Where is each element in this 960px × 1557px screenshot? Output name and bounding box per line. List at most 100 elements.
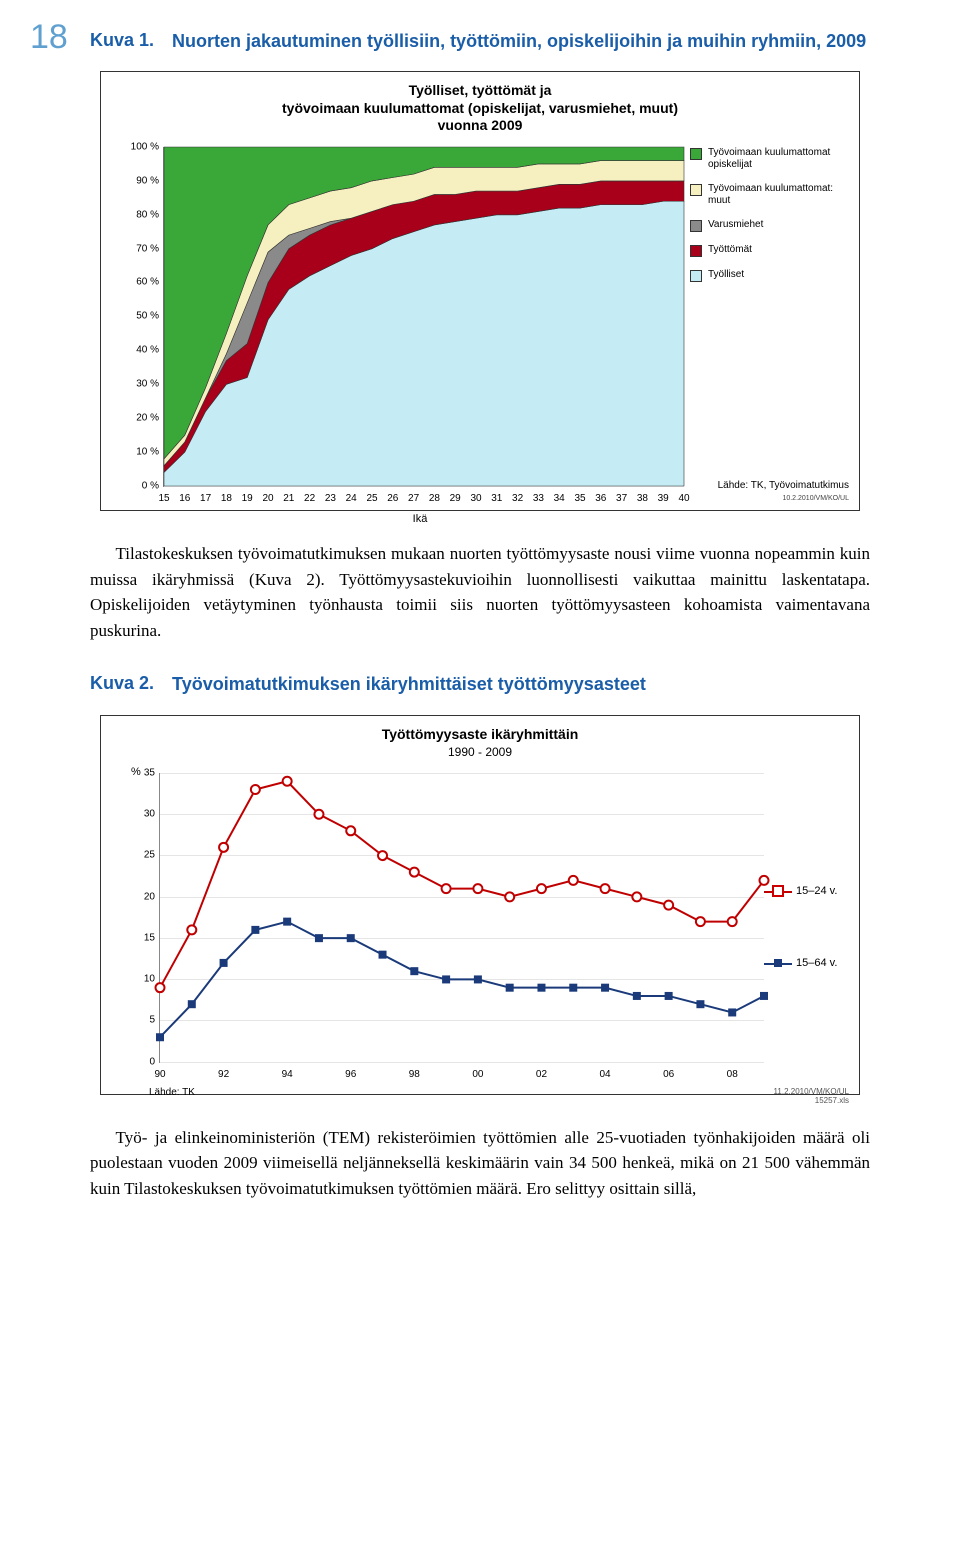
legend-item: Varusmiehet bbox=[690, 219, 851, 232]
ytick-label: 90 % bbox=[114, 175, 159, 186]
xtick-label: 24 bbox=[346, 493, 357, 504]
xtick-label: 15 bbox=[158, 493, 169, 504]
ytick-label: 10 % bbox=[114, 446, 159, 457]
kuva2-title: Kuva 2. Työvoimatutkimuksen ikäryhmittäi… bbox=[90, 673, 870, 696]
ytick-label: 80 % bbox=[114, 209, 159, 220]
xtick-label: 37 bbox=[616, 493, 627, 504]
chart-title-line: vuonna 2009 bbox=[438, 117, 523, 133]
kuva2-caption: Työvoimatutkimuksen ikäryhmittäiset työt… bbox=[172, 673, 646, 696]
body-paragraph-2: Työ- ja elinkeinoministeriön (TEM) rekis… bbox=[90, 1125, 870, 1202]
legend-label: Työttömät bbox=[708, 244, 752, 256]
kuva2-label: Kuva 2. bbox=[90, 673, 154, 694]
source-text: Lähde: TK, Työvoimatutkimus bbox=[718, 480, 849, 491]
ytick-label: 70 % bbox=[114, 243, 159, 254]
legend-item: Työvoimaan kuulumattomat opiskelijat bbox=[690, 147, 851, 171]
xtick-label: 16 bbox=[179, 493, 190, 504]
xtick-label: 94 bbox=[282, 1069, 293, 1080]
legend-label: Työvoimaan kuulumattomat opiskelijat bbox=[708, 147, 851, 171]
chart-title-line: työvoimaan kuulumattomat (opiskelijat, v… bbox=[282, 100, 678, 116]
legend-label: Työlliset bbox=[708, 269, 744, 281]
xtick-label: 34 bbox=[554, 493, 565, 504]
xtick-label: 20 bbox=[262, 493, 273, 504]
kuva1-chart: Työlliset, työttömät ja työvoimaan kuulu… bbox=[100, 71, 860, 511]
ytick-label: 10 bbox=[110, 974, 155, 985]
xtick-label: 21 bbox=[283, 493, 294, 504]
ytick-label: 100 % bbox=[114, 141, 159, 152]
kuva1-xaxis-label: Ikä bbox=[0, 513, 859, 525]
xtick-label: 02 bbox=[536, 1069, 547, 1080]
legend-item: Työvoimaan kuulumattomat: muut bbox=[690, 183, 851, 207]
legend-swatch bbox=[690, 148, 702, 160]
xtick-label: 90 bbox=[154, 1069, 165, 1080]
xtick-label: 25 bbox=[366, 493, 377, 504]
xtick-label: 32 bbox=[512, 493, 523, 504]
xtick-label: 38 bbox=[637, 493, 648, 504]
source-text-small: 15257.xls bbox=[815, 1096, 849, 1105]
page-number: 18 bbox=[30, 18, 68, 57]
legend-swatch bbox=[690, 184, 702, 196]
legend-swatch bbox=[690, 270, 702, 282]
kuva1-caption: Nuorten jakautuminen työllisiin, työttöm… bbox=[172, 30, 866, 53]
source-text-small: 11.2.2010/VM/KO/UL bbox=[774, 1087, 849, 1096]
xtick-label: 33 bbox=[533, 493, 544, 504]
legend-item: 15–24 v. bbox=[764, 885, 853, 897]
xtick-label: 22 bbox=[304, 493, 315, 504]
xtick-label: 27 bbox=[408, 493, 419, 504]
legend-label: Työvoimaan kuulumattomat: muut bbox=[708, 183, 851, 207]
xtick-label: 17 bbox=[200, 493, 211, 504]
xtick-label: 26 bbox=[387, 493, 398, 504]
ytick-label: 40 % bbox=[114, 345, 159, 356]
xtick-label: 39 bbox=[658, 493, 669, 504]
legend-item: Työttömät bbox=[690, 244, 851, 257]
source-text: Lähde: TK bbox=[149, 1087, 195, 1105]
kuva1-chart-title: Työlliset, työttömät ja työvoimaan kuulu… bbox=[101, 82, 859, 135]
ytick-label: 60 % bbox=[114, 277, 159, 288]
ytick-label: 5 bbox=[110, 1015, 155, 1026]
ytick-label: 20 bbox=[110, 891, 155, 902]
xtick-label: 92 bbox=[218, 1069, 229, 1080]
xtick-label: 36 bbox=[595, 493, 606, 504]
kuva1-title: Kuva 1. Nuorten jakautuminen työllisiin,… bbox=[90, 30, 870, 53]
kuva2-plot-area: 0510152025303590929496980002040608 bbox=[159, 773, 764, 1063]
legend-label: 15–64 v. bbox=[796, 957, 837, 969]
xtick-label: 08 bbox=[727, 1069, 738, 1080]
legend-item: 15–64 v. bbox=[764, 957, 853, 969]
chart-title-line: 1990 - 2009 bbox=[448, 745, 512, 759]
xtick-label: 18 bbox=[221, 493, 232, 504]
legend-label: 15–24 v. bbox=[796, 885, 837, 897]
chart-title-line: Työttömyysaste ikäryhmittäin bbox=[382, 726, 579, 742]
chart-title-line: Työlliset, työttömät ja bbox=[409, 82, 552, 98]
xtick-label: 40 bbox=[678, 493, 689, 504]
kuva2-legend: 15–24 v. 15–64 v. bbox=[764, 761, 859, 1063]
ytick-label: 50 % bbox=[114, 311, 159, 322]
kuva2-chart-title: Työttömyysaste ikäryhmittäin 1990 - 2009 bbox=[101, 726, 859, 761]
xtick-label: 23 bbox=[325, 493, 336, 504]
ytick-label: 0 % bbox=[114, 480, 159, 491]
ytick-label: 25 bbox=[110, 850, 155, 861]
ytick-label: 30 bbox=[110, 809, 155, 820]
xtick-label: 30 bbox=[470, 493, 481, 504]
xtick-label: 29 bbox=[450, 493, 461, 504]
xtick-label: 35 bbox=[574, 493, 585, 504]
legend-swatch bbox=[690, 220, 702, 232]
kuva1-legend: Työvoimaan kuulumattomat opiskelijat Työv… bbox=[684, 135, 859, 487]
legend-item: Työlliset bbox=[690, 269, 851, 282]
kuva1-source: Lähde: TK, Työvoimatutkimus 10.2.2010/VM… bbox=[718, 480, 849, 504]
legend-label: Varusmiehet bbox=[708, 219, 763, 231]
body-paragraph-1: Tilastokeskuksen työvoimatutkimuksen muk… bbox=[90, 541, 870, 643]
kuva2-chart: Työttömyysaste ikäryhmittäin 1990 - 2009… bbox=[100, 715, 860, 1095]
xtick-label: 28 bbox=[429, 493, 440, 504]
ytick-label: 15 bbox=[110, 932, 155, 943]
source-text-small: 10.2.2010/VM/KO/UL bbox=[782, 495, 849, 502]
kuva1-label: Kuva 1. bbox=[90, 30, 154, 51]
ytick-label: 35 bbox=[110, 767, 155, 778]
xtick-label: 98 bbox=[409, 1069, 420, 1080]
xtick-label: 19 bbox=[242, 493, 253, 504]
ytick-label: 30 % bbox=[114, 379, 159, 390]
xtick-label: 31 bbox=[491, 493, 502, 504]
ytick-label: 20 % bbox=[114, 413, 159, 424]
xtick-label: 00 bbox=[472, 1069, 483, 1080]
xtick-label: 04 bbox=[599, 1069, 610, 1080]
xtick-label: 06 bbox=[663, 1069, 674, 1080]
kuva1-plot-area: 0 %10 %20 %30 %40 %50 %60 %70 %80 %90 %1… bbox=[163, 147, 684, 487]
